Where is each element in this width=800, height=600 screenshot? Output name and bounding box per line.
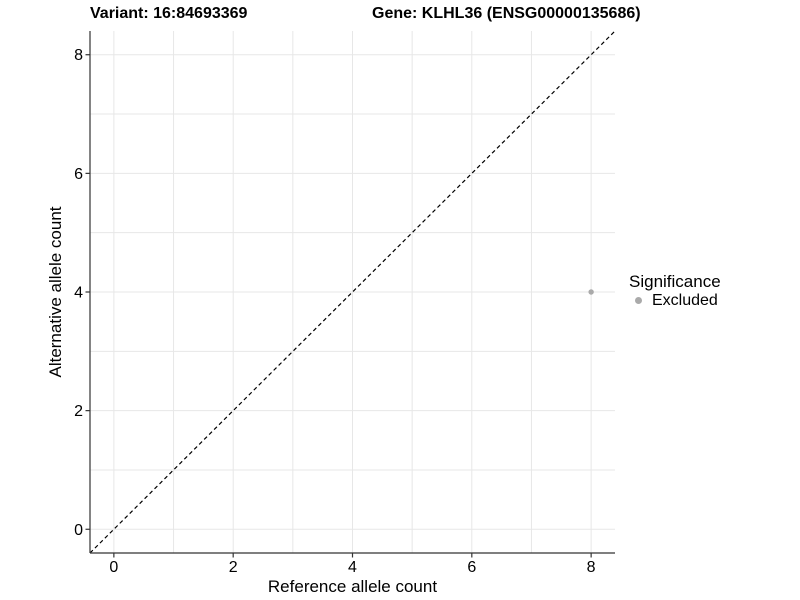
x-tick-label: 0 <box>109 559 118 576</box>
x-tick-label: 4 <box>348 559 357 576</box>
legend-key-dot <box>635 297 642 304</box>
y-tick-label: 4 <box>74 285 83 302</box>
legend-item-label: Excluded <box>652 291 718 309</box>
y-tick-label: 0 <box>74 522 83 539</box>
plot-title-gene: Gene: KLHL36 (ENSG00000135686) <box>372 5 641 22</box>
y-tick-label: 6 <box>74 166 83 183</box>
x-tick-label: 2 <box>229 559 238 576</box>
legend-title: Significance <box>629 272 721 291</box>
y-tick-label: 8 <box>74 47 83 64</box>
x-axis-title: Reference allele count <box>267 577 438 596</box>
y-tick-label: 2 <box>74 403 83 420</box>
identity-reference-line <box>89 30 616 554</box>
y-axis-title: Alternative allele count <box>46 206 65 378</box>
legend: Significance Excluded <box>627 272 721 310</box>
plot-title-variant: Variant: 16:84693369 <box>90 5 248 22</box>
legend-item-excluded: Excluded <box>627 291 721 310</box>
data-point <box>588 289 594 295</box>
x-tick-label: 8 <box>587 559 596 576</box>
x-tick-label: 6 <box>467 559 476 576</box>
